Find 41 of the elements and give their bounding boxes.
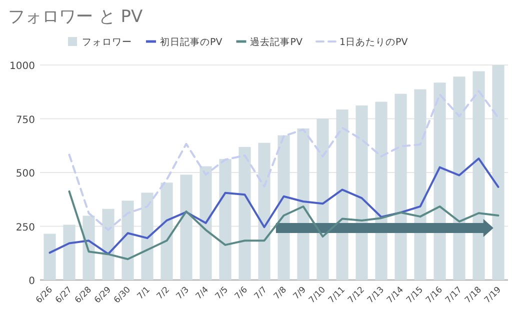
bar: [453, 76, 466, 280]
bar: [160, 182, 173, 280]
bar: [180, 174, 192, 280]
bar: [375, 102, 388, 280]
bar: [472, 71, 485, 280]
legend-label: フォロワー: [82, 37, 132, 48]
line-series: [68, 190, 500, 260]
bar: [356, 105, 368, 280]
bar: [63, 224, 76, 280]
y-tick-label: 0: [28, 276, 35, 287]
bar: [200, 166, 212, 280]
x-tick-label: 7/7: [252, 285, 270, 302]
x-tick-label: 7/6: [233, 285, 250, 302]
legend-label: 1日あたりのPV: [339, 37, 408, 48]
y-tick-label: 1000: [10, 61, 35, 72]
bar: [238, 146, 251, 280]
bar: [102, 208, 114, 280]
x-tick-label: 7/2: [155, 285, 172, 302]
bar: [336, 110, 348, 280]
bar: [141, 192, 154, 280]
bar: [44, 234, 56, 280]
bar: [258, 142, 270, 280]
line-series: [68, 90, 500, 231]
x-tick-label: 7/3: [174, 285, 192, 302]
x-tick-label: 7/4: [194, 285, 211, 302]
bar: [122, 200, 134, 280]
y-tick-label: 250: [16, 222, 35, 234]
bar: [492, 65, 504, 280]
y-tick-label: 750: [16, 114, 35, 126]
y-tick-label: 500: [16, 168, 35, 180]
x-tick-label: 7/8: [272, 285, 289, 302]
x-tick-label: 7/5: [214, 285, 230, 302]
x-tick-label: 7/1: [136, 285, 152, 302]
chart-title: フォロワー と PV: [8, 7, 144, 27]
legend-label: 初日記事のPV: [160, 36, 223, 48]
line-series: [48, 158, 500, 255]
bar: [394, 94, 407, 280]
bar: [316, 118, 329, 280]
x-tick-label: 7/9: [292, 285, 308, 302]
bar: [219, 158, 232, 280]
legend-label: 過去記事PV: [250, 36, 303, 48]
